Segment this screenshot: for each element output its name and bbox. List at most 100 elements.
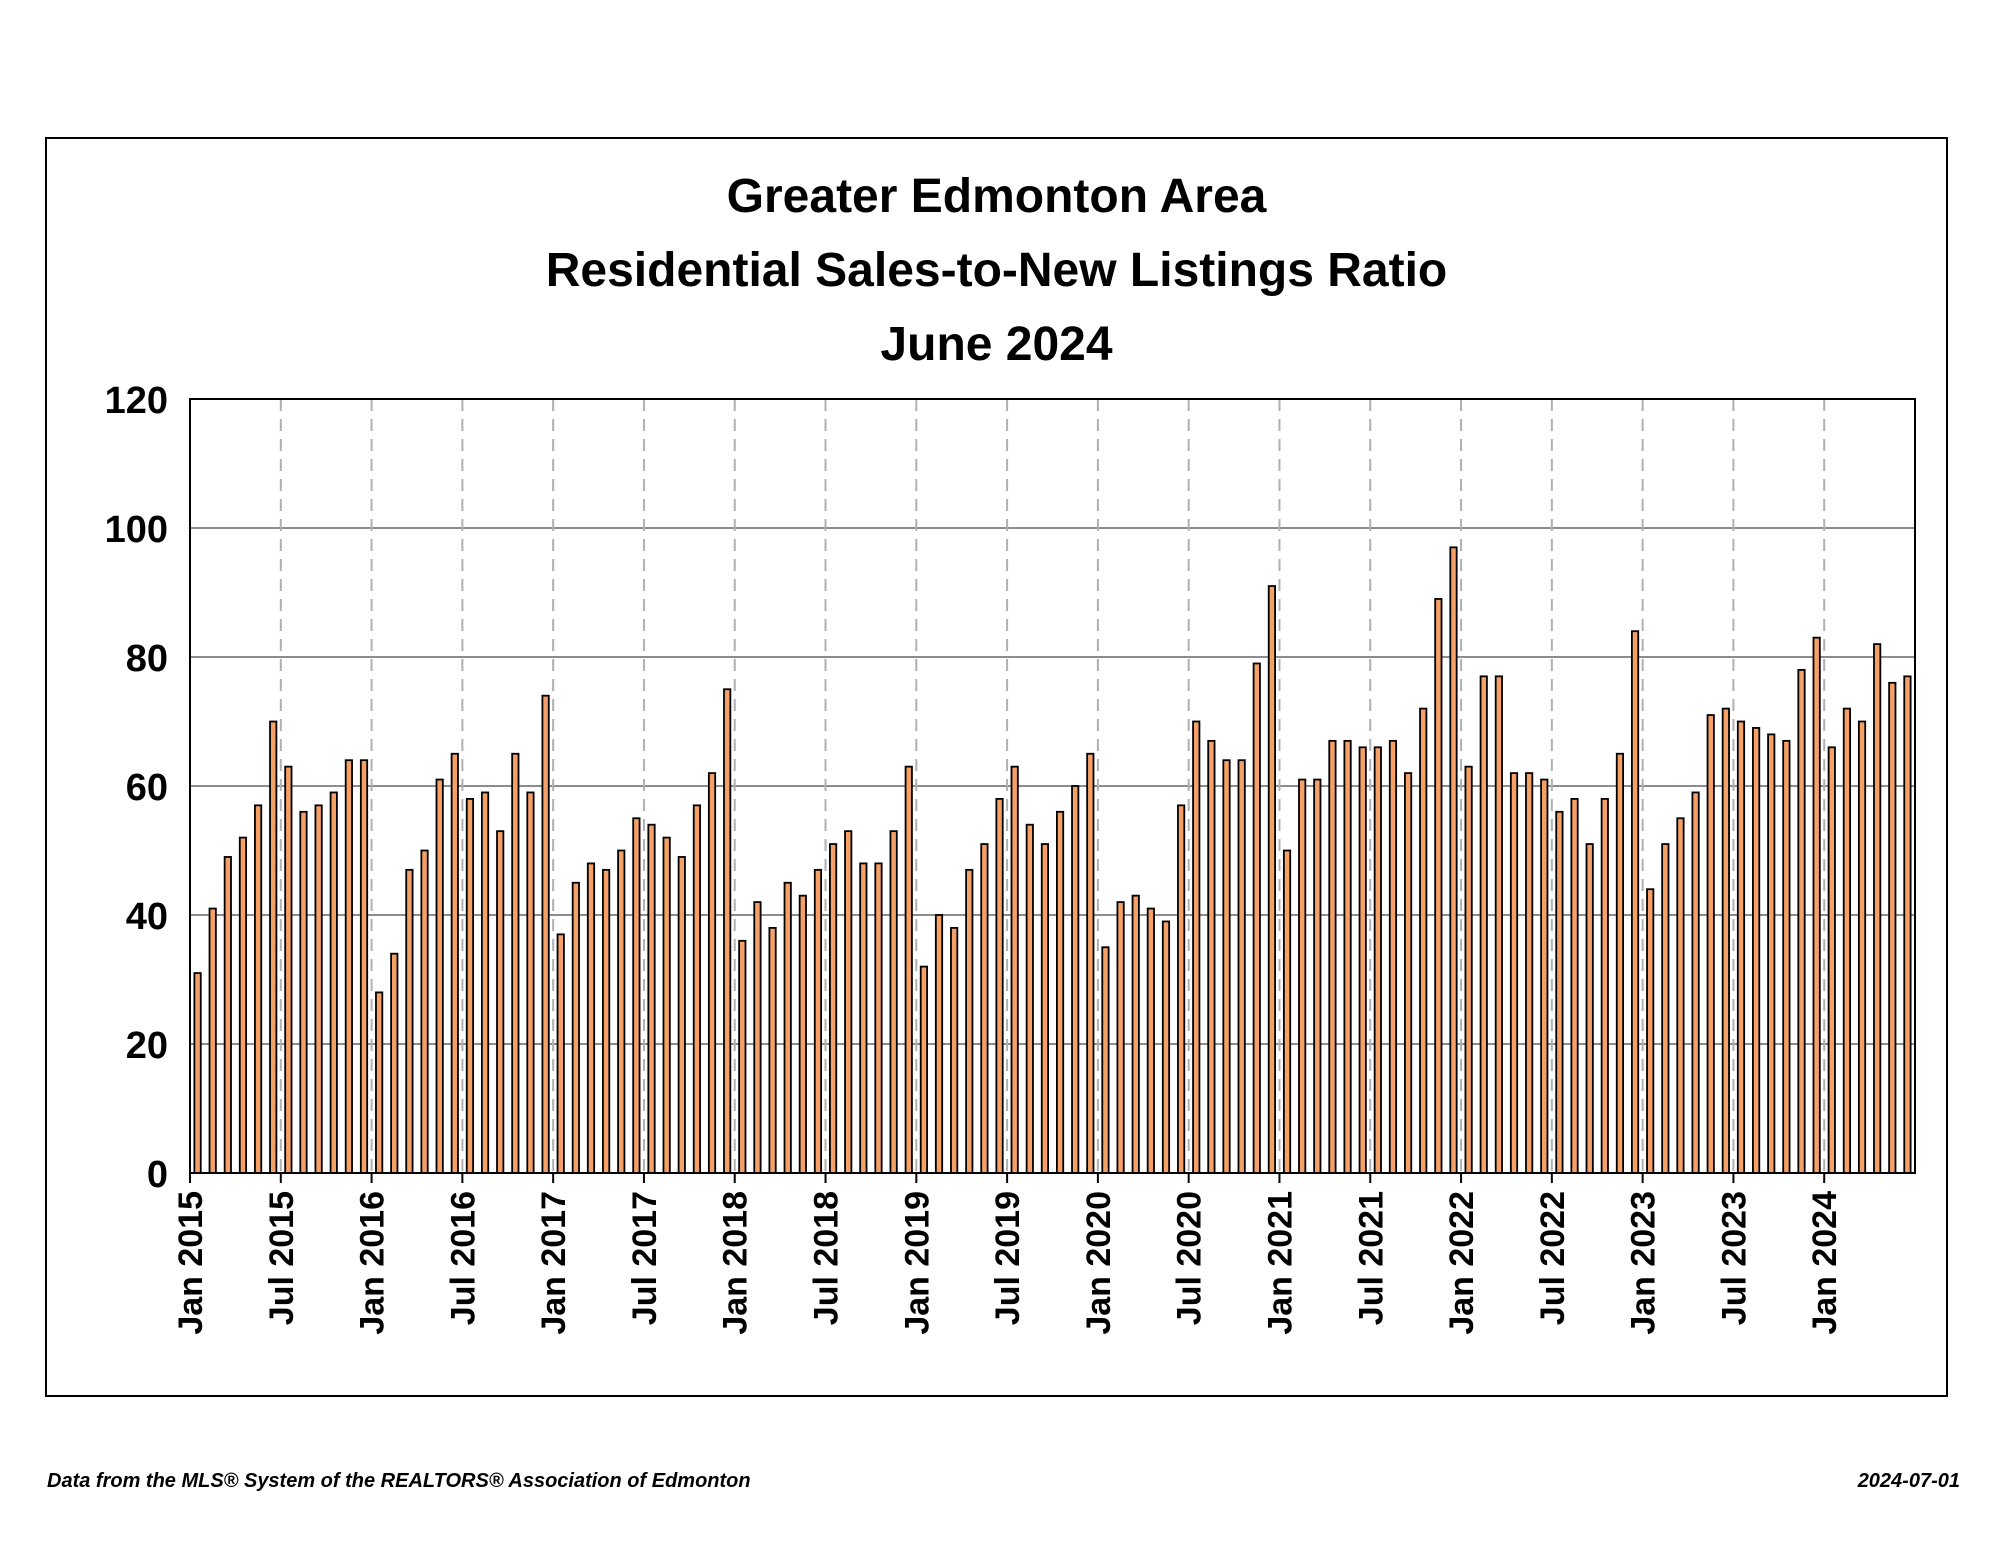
- bar: [1842, 707, 1851, 1174]
- x-tick-label: Jul 2020: [1171, 1191, 1209, 1325]
- bar: [1706, 714, 1715, 1174]
- bar: [1691, 791, 1700, 1174]
- bar: [1903, 675, 1912, 1174]
- bar: [707, 772, 717, 1174]
- bar: [889, 830, 898, 1174]
- bar: [375, 991, 384, 1174]
- bar: [602, 868, 611, 1174]
- bar: [329, 791, 338, 1174]
- bar: [1888, 681, 1897, 1174]
- y-tick-label: 120: [105, 380, 168, 422]
- x-tick-label: Jul 2021: [1352, 1191, 1390, 1325]
- bar: [1570, 798, 1579, 1174]
- x-tick-label: Jan 2018: [717, 1191, 755, 1335]
- bar: [692, 804, 701, 1174]
- bar: [359, 759, 369, 1174]
- x-tick-label: Jul 2019: [989, 1191, 1027, 1325]
- bar: [1313, 778, 1322, 1174]
- bar: [208, 907, 217, 1174]
- bar: [1509, 772, 1519, 1174]
- bar: [1373, 746, 1382, 1174]
- bar: [995, 798, 1004, 1174]
- bar: [1767, 733, 1776, 1174]
- bar: [1252, 662, 1261, 1174]
- bar: [344, 759, 353, 1174]
- bar: [677, 856, 686, 1174]
- bar: [1328, 739, 1337, 1174]
- bar: [284, 765, 293, 1174]
- bar: [420, 849, 429, 1174]
- chart-frame: Greater Edmonton Area Residential Sales-…: [45, 137, 1948, 1397]
- bar: [1736, 720, 1746, 1174]
- bar: [662, 836, 671, 1174]
- bar: [783, 881, 792, 1174]
- bar: [738, 939, 747, 1174]
- bar: [1071, 785, 1080, 1174]
- bar: [1010, 765, 1019, 1174]
- x-tick-label: Jul 2015: [263, 1191, 301, 1325]
- bar: [1661, 843, 1670, 1174]
- bar: [813, 868, 823, 1174]
- bar: [238, 836, 248, 1174]
- y-tick-label: 100: [105, 509, 168, 551]
- y-tick-label: 0: [147, 1154, 168, 1196]
- bar: [798, 894, 807, 1174]
- bar: [405, 868, 414, 1174]
- x-tick-label: Jul 2022: [1534, 1191, 1572, 1325]
- bar: [1464, 765, 1473, 1174]
- bar: [950, 927, 959, 1174]
- bar: [1827, 746, 1836, 1174]
- chart-title-line-1: Greater Edmonton Area: [726, 170, 1267, 223]
- bar: [1146, 907, 1155, 1174]
- bar: [541, 694, 550, 1174]
- bar: [1131, 894, 1140, 1174]
- x-tick-label: Jan 2021: [1261, 1191, 1299, 1335]
- bar: [1676, 817, 1685, 1174]
- bar: [1479, 675, 1488, 1174]
- bar: [1812, 636, 1821, 1174]
- x-tick-label: Jan 2019: [898, 1191, 936, 1335]
- bar: [723, 688, 732, 1174]
- bar: [1873, 643, 1882, 1174]
- bar: [874, 862, 883, 1174]
- bar: [965, 868, 974, 1174]
- x-tick-label: Jan 2015: [172, 1191, 210, 1335]
- bar: [1494, 675, 1503, 1174]
- bar: [1358, 746, 1367, 1174]
- bar: [753, 901, 762, 1174]
- bar: [829, 843, 838, 1174]
- y-tick-label: 60: [126, 767, 168, 809]
- bar: [1797, 669, 1806, 1174]
- bar: [450, 752, 459, 1174]
- bar: [390, 952, 399, 1174]
- bar: [1222, 759, 1231, 1174]
- bar: [934, 914, 944, 1174]
- bar: [1055, 810, 1065, 1174]
- bar: [859, 862, 868, 1174]
- footer-source: Data from the MLS® System of the REALTOR…: [47, 1470, 751, 1492]
- bar: [269, 720, 278, 1174]
- x-tick-label: Jan 2020: [1080, 1191, 1118, 1335]
- bar: [1434, 598, 1443, 1174]
- bar: [223, 856, 232, 1174]
- bar: [1116, 901, 1125, 1174]
- bar: [1388, 739, 1398, 1174]
- bar: [556, 933, 565, 1174]
- y-tick-label: 80: [126, 638, 168, 680]
- bar: [1585, 843, 1594, 1174]
- bar: [1207, 739, 1216, 1174]
- bar: [496, 830, 505, 1174]
- bar: [919, 965, 928, 1174]
- bar: [980, 843, 989, 1174]
- chart-title-line-2: Residential Sales-to-New Listings Ratio: [545, 244, 1448, 297]
- bar: [904, 765, 913, 1174]
- bar: [1025, 823, 1034, 1174]
- bar: [480, 791, 490, 1174]
- y-tick-label: 40: [126, 896, 168, 938]
- footer-date: 2024-07-01: [1857, 1470, 1960, 1492]
- bar: [1721, 707, 1730, 1174]
- x-tick-label: Jan 2016: [354, 1191, 392, 1335]
- bar: [1419, 707, 1428, 1174]
- bar: [1752, 727, 1761, 1174]
- bar: [1525, 772, 1534, 1174]
